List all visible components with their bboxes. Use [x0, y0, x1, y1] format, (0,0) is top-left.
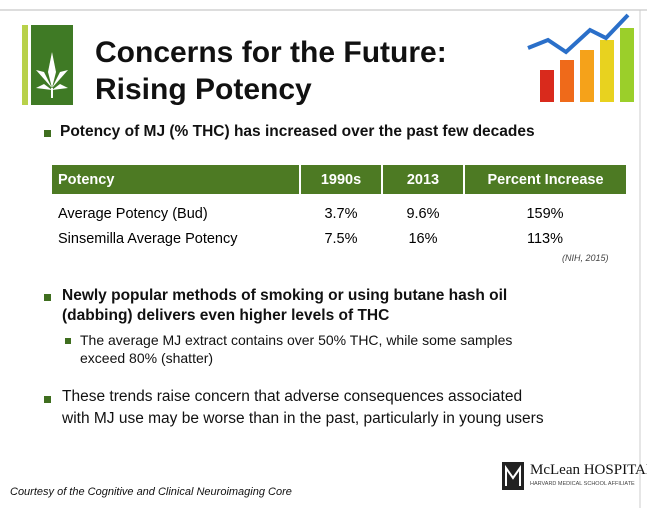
- accent-bar: [22, 25, 28, 105]
- title: Rising Potency: [95, 73, 312, 106]
- cell: Average Potency (Bud): [58, 205, 208, 222]
- table-header: Potency: [52, 165, 301, 194]
- bullet: with MJ use may be worse than in the pas…: [62, 410, 544, 427]
- bullet: Potency of MJ (% THC) has increased over…: [60, 123, 535, 140]
- potency-table: Potency 1990s 2013 Percent Increase Aver…: [52, 165, 626, 251]
- mclean-logo: [502, 462, 524, 490]
- cell: 7.5%: [324, 230, 358, 247]
- bullet: (dabbing) delivers even higher levels of…: [62, 307, 390, 324]
- credit: Courtesy of the Cognitive and Clinical N…: [10, 486, 292, 498]
- cell: 9.6%: [406, 205, 440, 222]
- source: (NIH, 2015): [562, 253, 609, 263]
- bullet: Newly popular methods of smoking or usin…: [62, 287, 508, 304]
- table-header: 2013: [382, 165, 465, 194]
- table-header: 1990s: [300, 165, 383, 194]
- cell: 159%: [526, 205, 564, 222]
- cell: 3.7%: [324, 205, 358, 222]
- sub-bullet: exceed 80% (shatter): [80, 350, 214, 366]
- leaf-icon: [36, 52, 68, 98]
- logo-name: McLean HOSPITAL: [530, 462, 647, 478]
- cell: 113%: [526, 230, 563, 247]
- bullet: These trends raise concern that adverse …: [62, 388, 523, 405]
- title: Concerns for the Future:: [95, 36, 447, 69]
- cell: 16%: [408, 230, 438, 247]
- sub-bullet: The average MJ extract contains over 50%…: [80, 332, 513, 348]
- table-header: Percent Increase: [464, 165, 626, 194]
- cell: Sinsemilla Average Potency: [58, 230, 238, 247]
- logo-tagline: HARVARD MEDICAL SCHOOL AFFILIATE: [530, 481, 635, 487]
- growth-graphic: [527, 13, 634, 102]
